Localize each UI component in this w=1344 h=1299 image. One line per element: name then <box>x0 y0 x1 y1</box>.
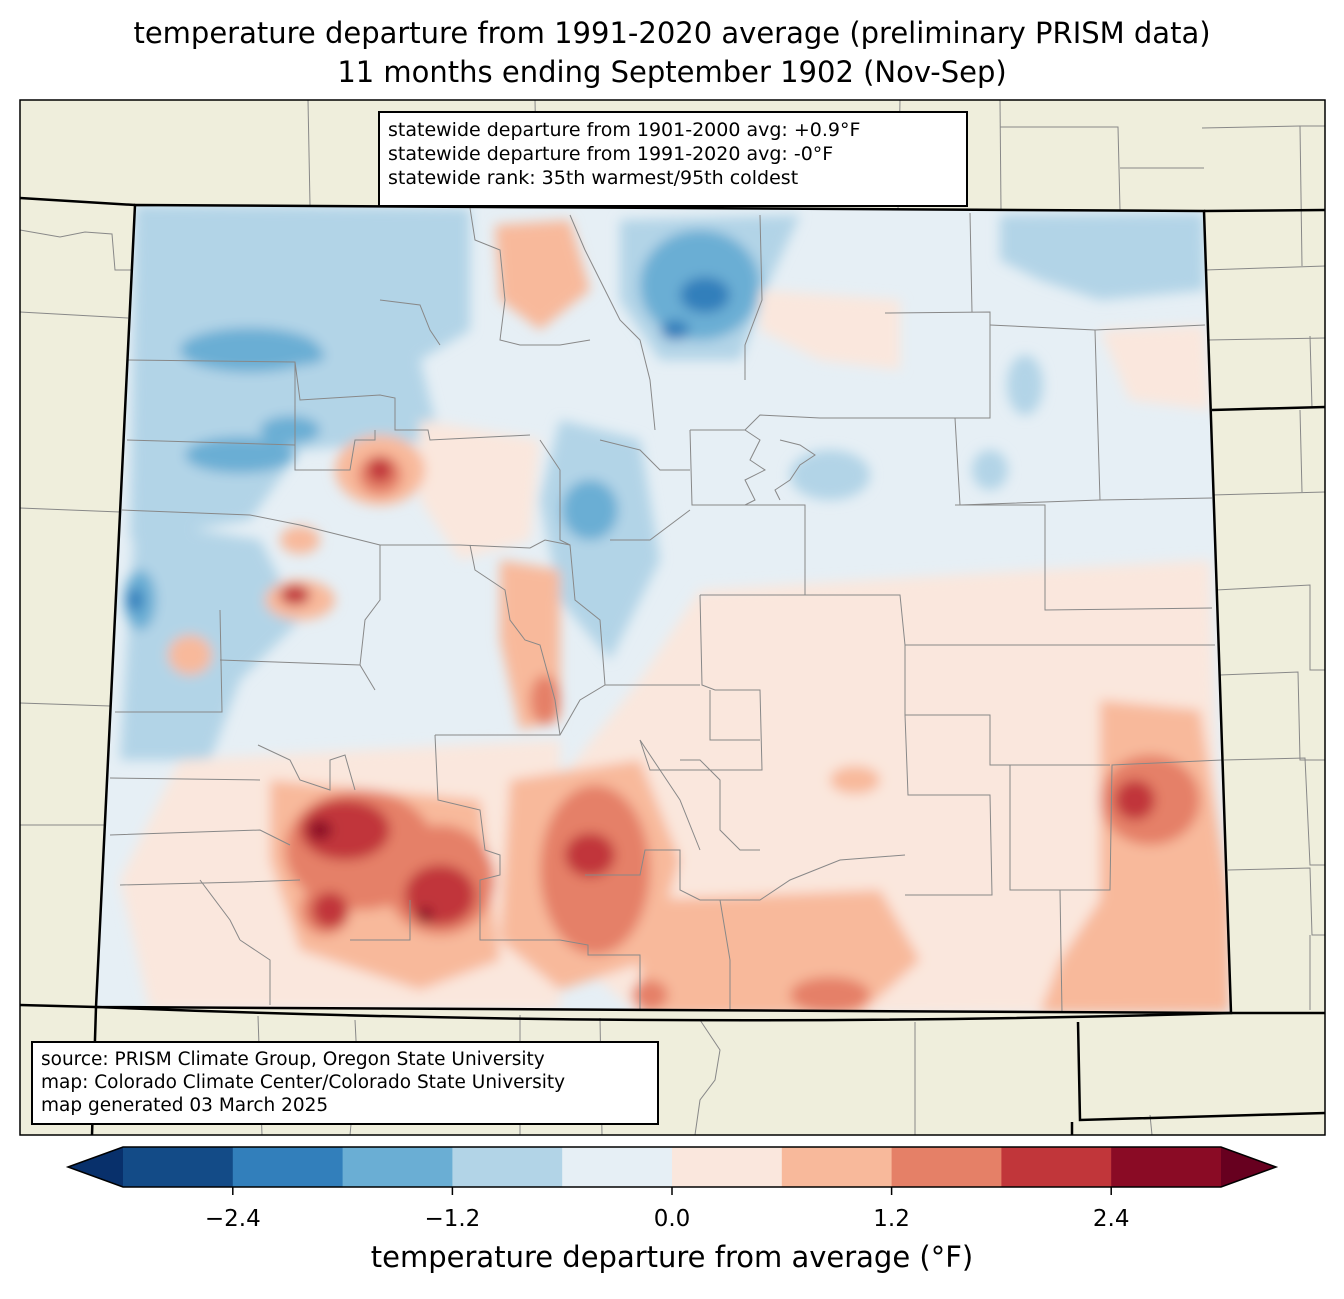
colorbar-swatch <box>1111 1147 1222 1187</box>
colorbar-under-arrow <box>68 1147 123 1187</box>
source-box: source: PRISM Climate Group, Oregon Stat… <box>31 1041 659 1125</box>
stats-line-1900avg: statewide departure from 1901-2000 avg: … <box>388 119 861 141</box>
colorbar-swatch <box>891 1147 1002 1187</box>
colorbar-tick-label: −2.4 <box>204 1206 261 1232</box>
colorbar <box>65 1146 1279 1195</box>
stats-line-rank: statewide rank: 35th warmest/95th coldes… <box>388 167 799 189</box>
generated-date-line: map generated 03 March 2025 <box>41 1095 329 1116</box>
colorbar-swatch <box>1001 1147 1112 1187</box>
colorbar-label: temperature departure from average (°F) <box>370 1240 974 1274</box>
county-lines <box>109 207 1223 1013</box>
colorbar-swatch <box>781 1147 893 1187</box>
colorbar-outline <box>65 1146 1279 1188</box>
colorbar-swatch <box>123 1147 234 1187</box>
colorbar-swatch <box>342 1147 453 1187</box>
statewide-stats-box: statewide departure from 1901-2000 avg: … <box>378 111 968 207</box>
colorbar-tick-label: 2.4 <box>1092 1206 1130 1232</box>
colorbar-swatch <box>672 1147 783 1187</box>
map-title: temperature departure from 1991-2020 ave… <box>133 16 1211 50</box>
stats-line-1991avg: statewide departure from 1991-2020 avg: … <box>388 143 834 165</box>
source-line: source: PRISM Climate Group, Oregon Stat… <box>41 1049 545 1070</box>
colorbar-swatch <box>232 1147 344 1187</box>
colorbar-tick-label: 0.0 <box>653 1206 691 1232</box>
colorbar-tick-label: 1.2 <box>873 1206 910 1232</box>
map-credit-line: map: Colorado Climate Center/Colorado St… <box>41 1072 566 1093</box>
colorbar-swatch <box>452 1147 563 1187</box>
temperature-field <box>96 205 1231 1013</box>
colorbar-over-arrow <box>1221 1147 1276 1187</box>
map-frame <box>19 99 1326 1136</box>
map-subtitle: 11 months ending September 1902 (Nov-Sep… <box>337 55 1007 89</box>
colorbar-tick-label: −1.2 <box>424 1206 481 1232</box>
colorbar-swatch <box>562 1147 673 1187</box>
